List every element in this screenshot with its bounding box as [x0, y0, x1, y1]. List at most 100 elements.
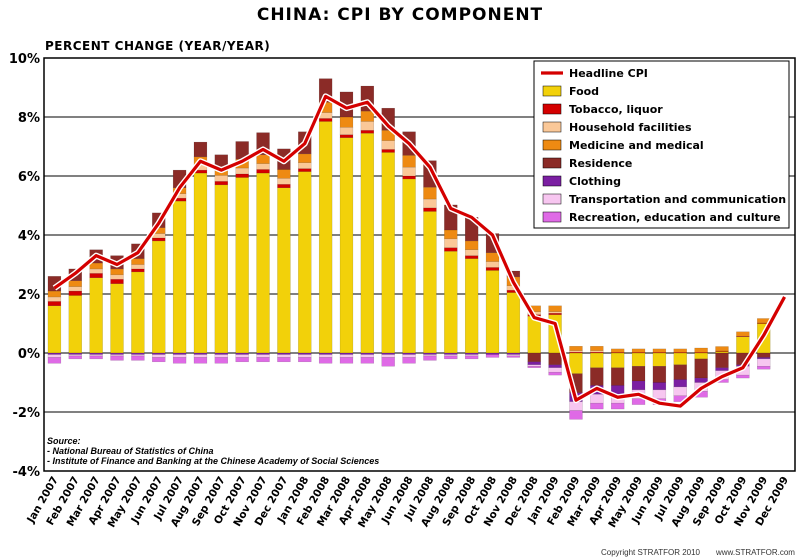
source-line-1: - National Bureau of Statistics of China — [47, 446, 214, 456]
bar-residence — [673, 364, 687, 380]
bar-medicine-and-medical — [360, 110, 375, 122]
bar-medicine-and-medical — [673, 348, 687, 353]
bar-recreation-education-and-culture — [506, 355, 521, 358]
bar-transportation-and-communication — [152, 354, 166, 358]
bar-transportation-and-communication — [757, 358, 771, 367]
legend: Headline CPI Food Tobacco, liquor Household… — [533, 60, 790, 229]
bar-medicine-and-medical — [444, 229, 458, 240]
bar-food — [611, 352, 625, 368]
bar-food — [318, 121, 333, 354]
bar-food — [256, 172, 270, 354]
bar-recreation-education-and-culture — [110, 355, 124, 361]
bar-recreation-education-and-culture — [485, 354, 500, 358]
bar-recreation-education-and-culture — [444, 355, 458, 360]
bar-clothing — [402, 352, 416, 355]
legend-box — [533, 60, 790, 229]
bar-recreation-education-and-culture — [402, 357, 416, 364]
bar-clothing — [360, 352, 375, 355]
bar-medicine-and-medical — [611, 348, 625, 353]
bar-recreation-education-and-culture — [47, 357, 62, 364]
bar-transportation-and-communication — [172, 354, 187, 358]
bar-clothing — [68, 352, 82, 355]
bar-clothing — [277, 352, 291, 355]
bar-transportation-and-communication — [298, 354, 312, 358]
y-tick-label: 2% — [18, 288, 40, 303]
bar-food — [298, 171, 312, 354]
bar-food — [402, 178, 416, 354]
bar-transportation-and-communication — [506, 354, 521, 357]
bar-recreation-education-and-culture — [527, 366, 541, 368]
bar-recreation-education-and-culture — [611, 402, 625, 410]
bar-tobacco-liquor — [694, 352, 708, 354]
bar-clothing — [131, 352, 145, 355]
bar-tobacco-liquor — [235, 173, 249, 178]
bar-food — [444, 251, 458, 354]
bar-medicine-and-medical — [298, 153, 312, 163]
bar-transportation-and-communication — [381, 354, 395, 358]
bar-residence — [548, 352, 562, 366]
bar-medicine-and-medical — [652, 348, 667, 353]
bar-household-facilities — [339, 127, 354, 135]
bar-food — [214, 184, 228, 354]
legend-swatch-tobacco-liquor — [542, 103, 562, 115]
bar-tobacco-liquor — [444, 247, 458, 252]
legend-label-household-facilities: Household facilities — [569, 121, 692, 134]
bar-food — [131, 271, 145, 354]
bar-household-facilities — [423, 198, 437, 209]
bar-food — [694, 352, 708, 360]
bars — [47, 78, 771, 420]
legend-swatch-food — [542, 85, 562, 97]
bar-transportation-and-communication — [360, 354, 375, 358]
bar-transportation-and-communication — [214, 354, 228, 358]
bar-tobacco-liquor — [464, 255, 479, 259]
bar-recreation-education-and-culture — [172, 357, 187, 364]
bar-transportation-and-communication — [256, 354, 270, 358]
bar-clothing — [631, 380, 646, 391]
legend-label-tobacco-liquor: Tobacco, liquor — [569, 103, 663, 116]
bar-residence — [611, 367, 625, 386]
bar-clothing — [193, 352, 208, 355]
bar-recreation-education-and-culture — [590, 402, 604, 410]
y-tick-label: 8% — [18, 111, 40, 126]
bar-household-facilities — [235, 167, 249, 175]
bar-transportation-and-communication — [402, 354, 416, 358]
bar-medicine-and-medical — [402, 155, 416, 168]
bar-food — [172, 200, 187, 354]
y-tick-label: 10% — [9, 52, 40, 67]
bar-household-facilities — [464, 249, 479, 256]
bar-medicine-and-medical — [68, 280, 82, 287]
bar-residence — [694, 358, 708, 379]
bar-medicine-and-medical — [569, 346, 583, 351]
legend-swatch-transportation-and-communication — [542, 193, 562, 205]
bar-household-facilities — [569, 350, 583, 353]
bar-recreation-education-and-culture — [131, 355, 145, 361]
bar-recreation-education-and-culture — [214, 357, 228, 364]
bar-tobacco-liquor — [47, 301, 62, 307]
bar-clothing — [444, 352, 458, 355]
bar-clothing — [152, 352, 166, 355]
website-text: www.STRATFOR.com — [715, 548, 795, 557]
y-tick-label: 0% — [18, 347, 40, 362]
chart-title: CHINA: CPI BY COMPONENT — [257, 5, 543, 25]
bar-clothing — [527, 361, 541, 366]
bar-transportation-and-communication — [423, 354, 437, 357]
bar-clothing — [298, 352, 312, 355]
bar-food — [360, 133, 375, 354]
bar-transportation-and-communication — [47, 354, 62, 358]
bar-medicine-and-medical — [277, 169, 291, 179]
bar-transportation-and-communication — [548, 367, 562, 373]
bar-household-facilities — [214, 175, 228, 182]
bar-transportation-and-communication — [68, 354, 82, 357]
gridlines — [44, 57, 795, 472]
bar-medicine-and-medical — [339, 116, 354, 128]
bar-tobacco-liquor — [548, 312, 562, 315]
bar-residence — [652, 366, 667, 383]
bar-food — [193, 172, 208, 354]
headline-cpi-line — [53, 94, 786, 408]
bar-food — [339, 137, 354, 354]
y-tick-label: 4% — [18, 229, 40, 244]
bar-household-facilities — [256, 163, 270, 170]
bar-household-facilities — [110, 274, 124, 280]
source-note: Source: - National Bureau of Statistics … — [47, 436, 379, 466]
